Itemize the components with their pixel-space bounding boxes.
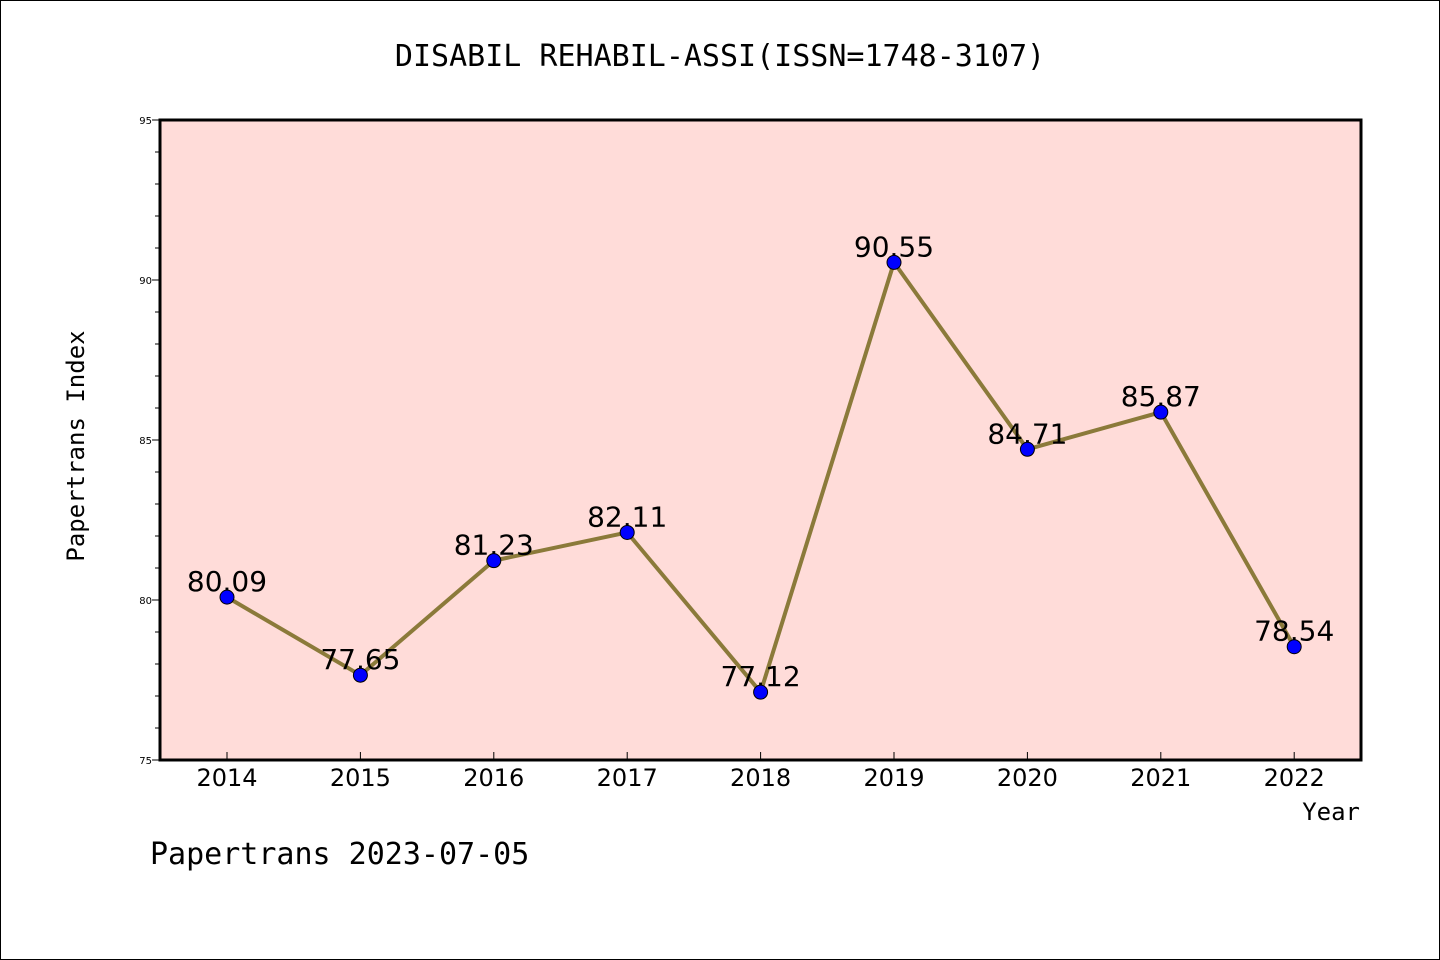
data-point (753, 684, 769, 700)
series-layer: 80.0977.6581.2382.1177.1290.5584.7185.87… (187, 230, 1334, 700)
x-tick-label: 2017 (597, 764, 658, 792)
plot-area (158, 118, 1363, 762)
y-axis-label: Papertrans Index (62, 330, 90, 561)
data-point (1153, 404, 1169, 420)
x-tick-label: 2016 (463, 764, 524, 792)
data-point (1019, 441, 1035, 457)
x-axis-label: Year (1302, 798, 1360, 826)
data-point (219, 589, 235, 605)
y-tick-label: 75 (139, 756, 152, 767)
x-tick-label: 2018 (730, 764, 791, 792)
y-axis: 75 80 85 90 95 (139, 116, 160, 767)
y-tick-label: 80 (139, 596, 152, 607)
x-axis: 2014 2015 2016 2017 2018 2019 2020 2021 2022 (196, 752, 1325, 792)
y-tick-label: 95 (139, 116, 152, 127)
data-point (1286, 639, 1302, 655)
data-point (619, 524, 635, 540)
footer-text: Papertrans 2023-07-05 (150, 837, 529, 872)
x-tick-label: 2014 (196, 764, 257, 792)
x-tick-label: 2019 (863, 764, 924, 792)
x-tick-label: 2022 (1264, 764, 1325, 792)
y-tick-label: 90 (139, 276, 152, 287)
y-tick-label: 85 (139, 436, 152, 447)
data-point (886, 254, 902, 270)
x-tick-label: 2020 (997, 764, 1058, 792)
data-point (352, 667, 368, 683)
x-tick-label: 2015 (330, 764, 391, 792)
chart-title: DISABIL REHABIL-ASSI(ISSN=1748-3107) (395, 39, 1045, 74)
data-point (486, 553, 502, 569)
x-tick-label: 2021 (1130, 764, 1191, 792)
